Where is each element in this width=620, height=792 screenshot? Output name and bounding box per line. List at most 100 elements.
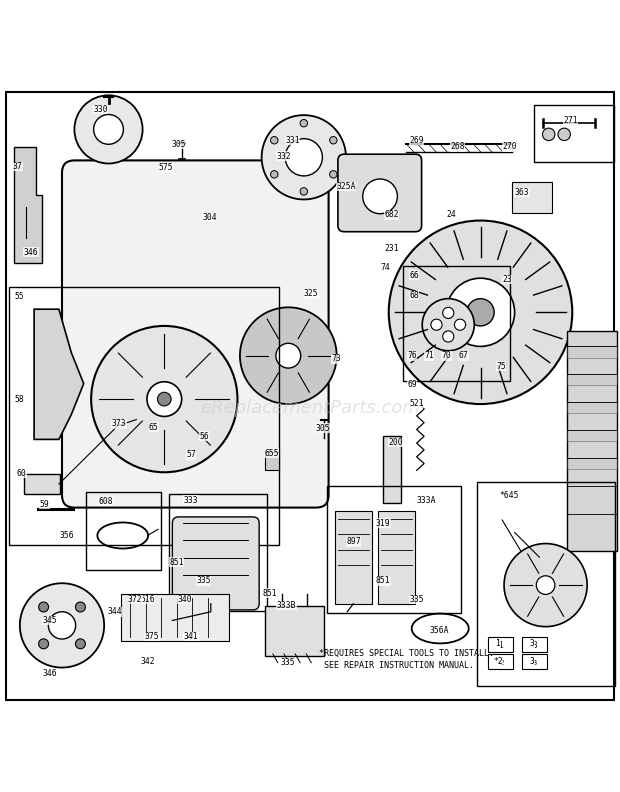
Text: 74: 74	[381, 262, 391, 272]
Text: 305: 305	[171, 139, 186, 149]
Polygon shape	[567, 331, 617, 551]
Circle shape	[443, 307, 454, 318]
Text: 356A: 356A	[429, 626, 449, 635]
Text: 375: 375	[144, 632, 159, 641]
Circle shape	[542, 128, 555, 140]
FancyBboxPatch shape	[62, 161, 329, 508]
Text: 851: 851	[376, 577, 391, 585]
Circle shape	[558, 128, 570, 140]
Bar	[378, 511, 415, 604]
Text: 57: 57	[186, 451, 196, 459]
Text: 516: 516	[140, 595, 155, 604]
Text: 200: 200	[388, 438, 403, 447]
Polygon shape	[567, 346, 617, 357]
Circle shape	[300, 188, 308, 195]
Circle shape	[443, 331, 454, 342]
Text: 268: 268	[450, 143, 465, 151]
Circle shape	[454, 319, 466, 330]
Circle shape	[76, 639, 86, 649]
Text: *2: *2	[493, 657, 503, 666]
Text: 319: 319	[376, 519, 391, 527]
Text: 333B: 333B	[277, 601, 296, 610]
Text: 682: 682	[384, 211, 399, 219]
Text: 71: 71	[424, 351, 434, 360]
Text: 345: 345	[42, 616, 57, 625]
Text: *645: *645	[500, 491, 520, 500]
Bar	[121, 595, 229, 641]
Bar	[335, 511, 372, 604]
Polygon shape	[567, 458, 617, 469]
Text: 270: 270	[502, 143, 517, 151]
Text: 333A: 333A	[417, 496, 436, 505]
Text: 346: 346	[24, 248, 38, 257]
Text: 3: 3	[529, 639, 534, 649]
Bar	[383, 436, 401, 503]
Text: 60: 60	[17, 469, 27, 478]
Circle shape	[536, 576, 555, 595]
Text: 608: 608	[98, 497, 113, 506]
Text: 325: 325	[304, 289, 319, 299]
Text: 73: 73	[331, 354, 341, 364]
Text: 851: 851	[169, 558, 184, 566]
Text: 346: 346	[42, 669, 57, 678]
Text: 372: 372	[128, 595, 143, 604]
Text: 521: 521	[409, 399, 424, 408]
Text: 67: 67	[459, 351, 469, 360]
Text: 3: 3	[533, 660, 536, 665]
Text: 575: 575	[159, 163, 174, 173]
Circle shape	[270, 170, 278, 178]
Text: 55: 55	[15, 292, 25, 301]
Polygon shape	[567, 402, 617, 413]
Circle shape	[262, 115, 346, 200]
Polygon shape	[34, 309, 84, 440]
Bar	[24, 474, 60, 494]
Text: 342: 342	[140, 657, 155, 666]
Text: 330: 330	[93, 105, 108, 114]
Text: 24: 24	[446, 211, 456, 219]
Text: 333: 333	[184, 496, 198, 505]
Text: *2: *2	[496, 660, 505, 665]
Polygon shape	[567, 375, 617, 386]
Text: 23: 23	[502, 275, 512, 284]
Circle shape	[270, 136, 278, 144]
Text: 269: 269	[409, 136, 424, 145]
Text: 356: 356	[60, 531, 74, 540]
Text: 335: 335	[281, 658, 296, 667]
Circle shape	[467, 299, 494, 326]
Text: 59: 59	[40, 500, 50, 509]
Text: 340: 340	[177, 595, 192, 604]
Bar	[403, 266, 510, 380]
Bar	[265, 606, 324, 657]
Text: 373: 373	[112, 420, 126, 428]
Circle shape	[240, 307, 337, 404]
Circle shape	[363, 179, 397, 214]
Text: 58: 58	[15, 394, 25, 404]
Text: 3: 3	[529, 657, 534, 666]
Circle shape	[147, 382, 182, 417]
Circle shape	[431, 319, 442, 330]
Text: 37: 37	[12, 162, 22, 171]
Circle shape	[76, 602, 86, 612]
Text: 3: 3	[532, 641, 537, 649]
Text: SEE REPAIR INSTRUCTION MANUAL.: SEE REPAIR INSTRUCTION MANUAL.	[319, 661, 474, 670]
Text: 851: 851	[262, 588, 277, 598]
Text: 75: 75	[496, 362, 506, 371]
Bar	[512, 182, 552, 213]
Bar	[86, 492, 161, 569]
Text: 1: 1	[498, 641, 503, 649]
Circle shape	[276, 343, 301, 368]
Bar	[534, 105, 614, 162]
Circle shape	[74, 95, 143, 163]
Circle shape	[20, 583, 104, 668]
Circle shape	[285, 139, 322, 176]
Text: 231: 231	[384, 244, 399, 253]
Circle shape	[48, 611, 76, 639]
Polygon shape	[567, 430, 617, 441]
Bar	[488, 637, 513, 652]
Bar	[522, 637, 547, 652]
Circle shape	[389, 220, 572, 404]
Bar	[327, 486, 461, 613]
Text: 305: 305	[315, 424, 330, 432]
Text: 68: 68	[409, 291, 419, 300]
Text: 76: 76	[407, 351, 417, 360]
